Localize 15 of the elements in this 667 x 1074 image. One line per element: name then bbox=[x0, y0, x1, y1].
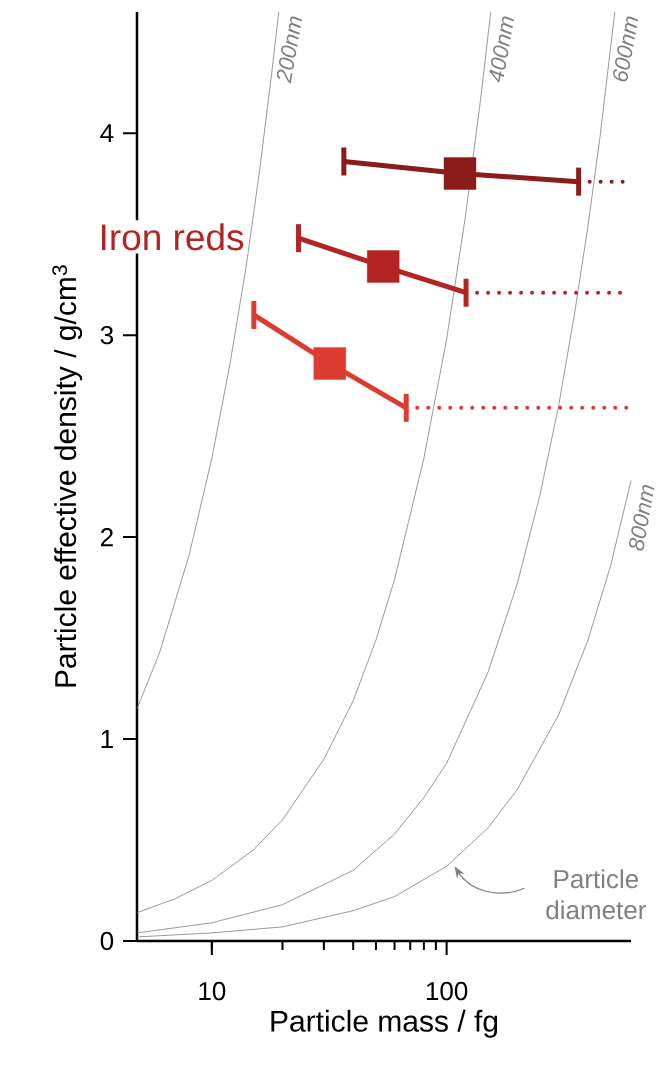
x-tick-label: 100 bbox=[426, 981, 468, 1001]
y-tick-label: 2 bbox=[100, 528, 113, 547]
x-tick-label: 10 bbox=[199, 981, 226, 1001]
text: 600nm bbox=[613, 16, 639, 82]
text: 200nm bbox=[276, 16, 302, 84]
x-axis-title: Particle mass / fg bbox=[271, 1009, 498, 1038]
annotation: Particle diameter bbox=[546, 869, 646, 920]
y-tick-label: 1 bbox=[101, 730, 113, 748]
y-tick-label: 0 bbox=[100, 931, 114, 951]
text: 800nm bbox=[629, 485, 655, 551]
y-tick-label: 3 bbox=[100, 325, 114, 345]
y-axis-title: Particle effective density / g/cm$^{3}$ bbox=[52, 265, 83, 687]
annotation: Iron reds bbox=[102, 223, 244, 251]
y-tick-label: 4 bbox=[100, 124, 114, 143]
text: 400nm bbox=[489, 16, 514, 83]
